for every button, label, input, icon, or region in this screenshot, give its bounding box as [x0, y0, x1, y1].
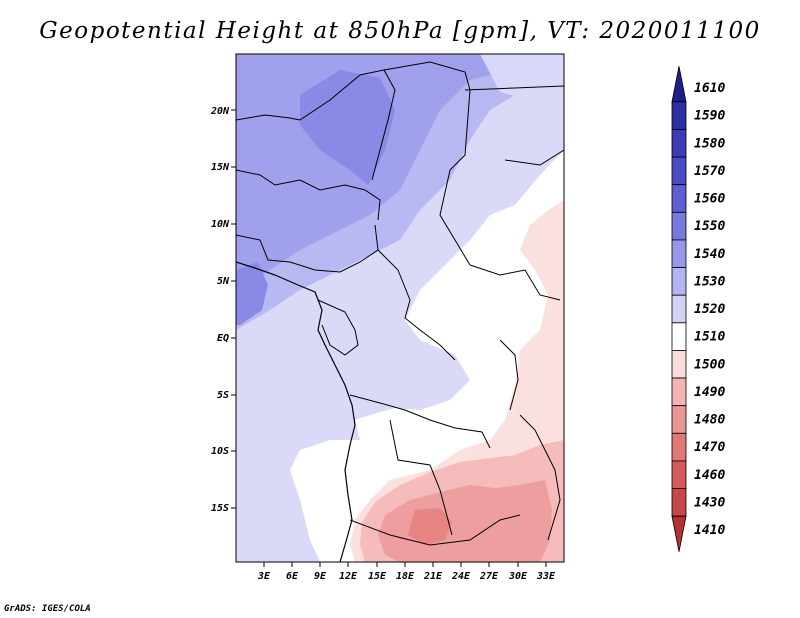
colorbar-swatch	[671, 101, 687, 130]
colorbar-swatch	[671, 432, 687, 462]
colorbar-label: 1410	[694, 523, 725, 538]
lon-tick-label: 6E	[286, 571, 299, 582]
lon-tick-label: 33E	[536, 571, 556, 582]
colorbar-label: 1510	[694, 330, 725, 345]
colorbar-swatch	[671, 515, 687, 552]
colorbar-swatch	[671, 488, 687, 517]
colorbar-swatch	[671, 460, 687, 489]
colorbar-swatch	[671, 66, 687, 103]
map-frame	[235, 53, 565, 563]
colorbar-label: 1480	[694, 413, 725, 428]
lon-tick-label: 21E	[423, 571, 443, 582]
colorbar-swatch	[671, 405, 687, 434]
map-title: Geopotential Height at 850hPa [gpm], VT:…	[39, 18, 761, 44]
colorbar-label: 1500	[694, 357, 725, 372]
lat-tick-label: EQ	[217, 333, 229, 344]
colorbar-label: 1580	[694, 136, 725, 151]
lon-tick-label: 9E	[314, 571, 327, 582]
colorbar-label: 1530	[694, 274, 725, 289]
colorbar-swatch	[671, 156, 687, 186]
colorbar-label: 1610	[694, 81, 725, 96]
colorbar-swatch	[671, 322, 687, 351]
colorbar-swatch	[671, 211, 687, 241]
colorbar-swatch	[671, 267, 687, 296]
lon-axis: 3E 6E 9E 12E 15E 18E 21E 24E 27E 30E 33E	[257, 562, 556, 582]
lat-tick-label: 10S	[211, 446, 229, 457]
colorbar-label: 1590	[694, 109, 725, 124]
colorbar-label: 1460	[694, 468, 725, 483]
colorbar-swatch	[671, 129, 687, 158]
lat-tick-label: 20N	[210, 106, 230, 117]
colorbar-label: 1520	[694, 302, 725, 317]
colorbar-label: 1570	[694, 164, 725, 179]
country-borders	[236, 61, 564, 546]
lon-tick-label: 12E	[339, 571, 358, 582]
colorbar-swatch	[671, 184, 687, 213]
colorbar-swatch	[671, 294, 687, 324]
lat-tick-label: 15N	[211, 162, 230, 173]
colorbar-label: 1430	[694, 495, 725, 510]
colorbar-swatch	[671, 239, 687, 268]
lat-axis: 20N 15N 10N 5N EQ 5S 10S 15S	[210, 106, 236, 514]
contour-fill-1470	[408, 508, 452, 545]
lon-tick-label: 30E	[508, 571, 528, 582]
colorbar-label: 1550	[694, 219, 725, 234]
lon-tick-label: 24E	[451, 571, 471, 582]
colorbar-swatch	[671, 350, 687, 379]
coastline	[236, 261, 356, 562]
contour-fill-1550	[300, 70, 395, 185]
lon-tick-label: 27E	[479, 571, 499, 582]
lat-tick-label: 5S	[217, 390, 229, 401]
colorbar-swatch	[671, 377, 687, 407]
lat-tick-label: 15S	[211, 503, 229, 514]
colorbar: 1610 1590 1580 1570 1560 1550 1540 1530 1520 1510…	[671, 66, 725, 552]
lon-tick-label: 15E	[368, 571, 387, 582]
colorbar-label: 1470	[694, 440, 725, 455]
lat-tick-label: 5N	[217, 276, 230, 287]
colorbar-label: 1560	[694, 192, 725, 207]
lon-tick-label: 3E	[257, 571, 271, 582]
contour-fill-1550b	[236, 262, 268, 325]
lon-tick-label: 18E	[396, 571, 415, 582]
height-field	[236, 54, 564, 562]
colorbar-label: 1540	[694, 247, 725, 262]
lat-tick-label: 10N	[211, 219, 230, 230]
grads-credit: GrADS: IGES/COLA	[4, 604, 91, 614]
colorbar-label: 1490	[694, 385, 725, 400]
